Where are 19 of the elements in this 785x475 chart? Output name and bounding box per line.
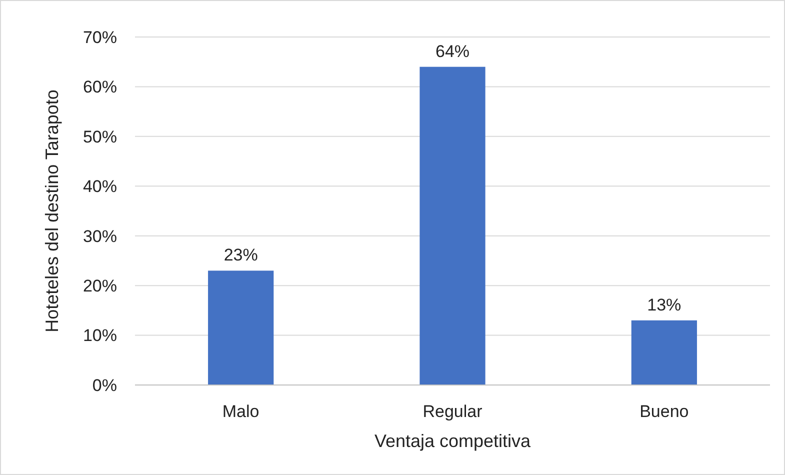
data-label: 64%: [435, 42, 470, 61]
y-tick-label: 30%: [82, 226, 117, 246]
y-tick-label: 0%: [92, 376, 117, 395]
data-label: 23%: [224, 246, 258, 265]
y-tick-label: 50%: [82, 127, 117, 146]
bar: [631, 320, 697, 385]
data-label: 13%: [647, 295, 682, 314]
x-tick-label: Regular: [422, 402, 483, 421]
y-tick-label: 70%: [82, 28, 117, 47]
y-tick-label: 10%: [82, 326, 117, 346]
bar: [208, 270, 274, 385]
y-axis-title: Hoteteles del destino Tarapoto: [42, 90, 62, 332]
bar: [420, 66, 486, 385]
x-axis-title: Ventaja competitiva: [374, 431, 532, 451]
y-tick-label: 60%: [82, 78, 117, 97]
x-tick-label: Bueno: [640, 402, 689, 421]
x-tick-label: Malo: [222, 402, 260, 421]
y-tick-label: 20%: [82, 276, 117, 296]
y-tick-label: 40%: [82, 177, 117, 196]
